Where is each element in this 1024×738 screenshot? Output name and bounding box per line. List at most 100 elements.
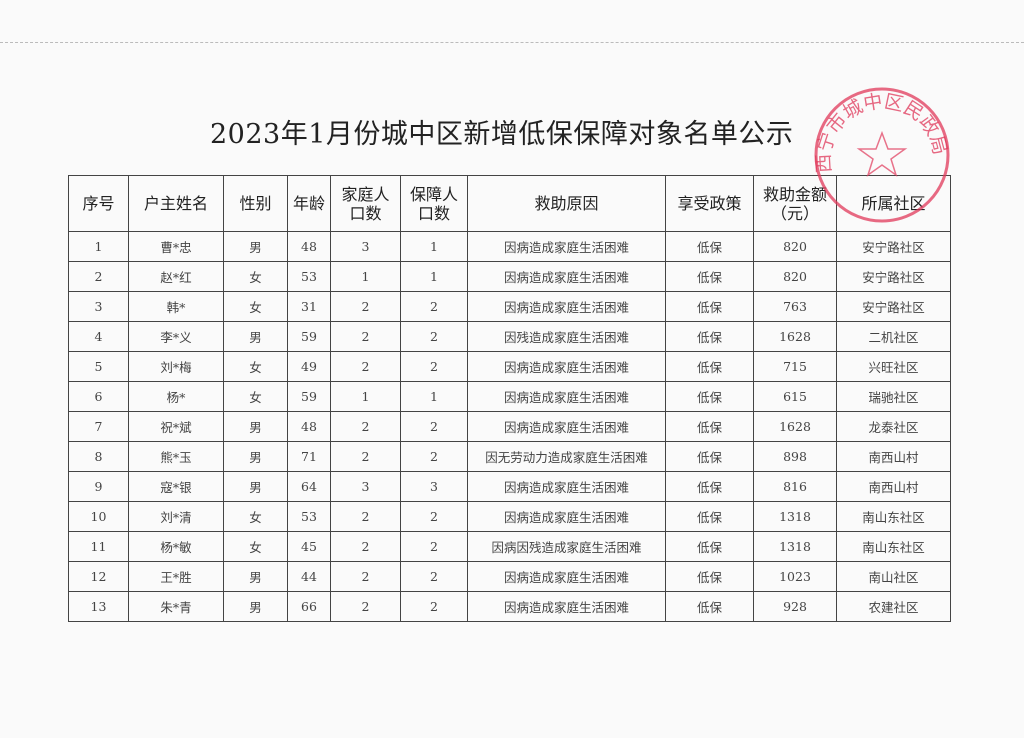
table-cell: 安宁路社区 <box>836 231 951 262</box>
table-cell: 8 <box>68 441 129 472</box>
table-cell: 1 <box>330 261 401 292</box>
table-cell: 2 <box>330 501 401 532</box>
table-cell: 刘*清 <box>128 501 224 532</box>
table-row: 11 杨*敏女 45 2 2 因病因残造成家庭生活困难 低保 1318 南山东社区 <box>68 531 951 562</box>
table-cell: 男 <box>223 441 288 472</box>
table-cell: 因病造成家庭生活困难 <box>467 291 666 322</box>
table-cell: 820 <box>753 261 837 292</box>
table-cell: 59 <box>287 321 331 352</box>
column-header: 年龄 <box>287 175 331 232</box>
table-cell: 因病造成家庭生活困难 <box>467 381 666 412</box>
table-cell: 女 <box>223 501 288 532</box>
table-cell: 女 <box>223 381 288 412</box>
table-header-row: 序号 户主姓名 性别 年龄 家庭人口数 保障人口数 救助原因 享受政策 救助金额（元） 所属社区 <box>68 175 951 232</box>
table-cell: 48 <box>287 411 331 442</box>
table-cell: 低保 <box>665 291 754 322</box>
column-header-label: 所属社区 <box>861 194 926 213</box>
table-cell: 南西山村 <box>836 471 951 502</box>
table-cell: 低保 <box>665 231 754 262</box>
table-cell: 南山东社区 <box>836 531 951 562</box>
table-cell: 2 <box>400 351 468 382</box>
table-cell: 6 <box>68 381 129 412</box>
table-cell: 因病造成家庭生活困难 <box>467 411 666 442</box>
table-cell: 898 <box>753 441 837 472</box>
table-cell: 南山东社区 <box>836 501 951 532</box>
table-cell: 男 <box>223 561 288 592</box>
table-cell: 因病造成家庭生活困难 <box>467 351 666 382</box>
table-row: 10 刘*清女 53 2 2 因病造成家庭生活困难 低保 1318 南山东社区 <box>68 501 951 532</box>
table-cell: 10 <box>68 501 129 532</box>
table-cell: 66 <box>287 591 331 622</box>
table-cell: 低保 <box>665 561 754 592</box>
table-cell: 3 <box>330 471 401 502</box>
table-cell: 低保 <box>665 321 754 352</box>
table-cell: 女 <box>223 351 288 382</box>
table-cell: 49 <box>287 351 331 382</box>
scan-edge-line <box>0 42 1024 44</box>
table-cell: 因残造成家庭生活困难 <box>467 321 666 352</box>
table-cell: 2 <box>400 411 468 442</box>
table-cell: 3 <box>330 231 401 262</box>
column-header-label: 性别 <box>239 194 272 213</box>
table-row: 12 王*胜男 44 2 2 因病造成家庭生活困难 低保 1023 南山社区 <box>68 561 951 592</box>
table-cell: 59 <box>287 381 331 412</box>
table-cell: 低保 <box>665 441 754 472</box>
column-header: 序号 <box>68 175 129 232</box>
table-cell: 寇*银 <box>128 471 224 502</box>
table-cell: 因病造成家庭生活困难 <box>467 231 666 262</box>
table-cell: 杨*敏 <box>128 531 224 562</box>
table-cell: 低保 <box>665 501 754 532</box>
table-cell: 64 <box>287 471 331 502</box>
table-cell: 女 <box>223 261 288 292</box>
column-header: 保障人口数 <box>400 175 468 232</box>
table-cell: 763 <box>753 291 837 322</box>
table-cell: 53 <box>287 501 331 532</box>
table-cell: 南山社区 <box>836 561 951 592</box>
table-cell: 31 <box>287 291 331 322</box>
column-header-label: 序号 <box>82 194 115 213</box>
table-cell: 71 <box>287 441 331 472</box>
table-cell: 安宁路社区 <box>836 291 951 322</box>
table-cell: 1 <box>68 231 129 262</box>
table-cell: 瑞驰社区 <box>836 381 951 412</box>
table-cell: 因病造成家庭生活困难 <box>467 261 666 292</box>
table-cell: 2 <box>330 561 401 592</box>
table-row: 2 赵*红女 53 1 1 因病造成家庭生活困难 低保 820 安宁路社区 <box>68 261 951 292</box>
table-cell: 3 <box>400 471 468 502</box>
table-cell: 低保 <box>665 411 754 442</box>
table-cell: 祝*斌 <box>128 411 224 442</box>
table-cell: 2 <box>400 291 468 322</box>
column-header: 救助原因 <box>467 175 666 232</box>
table-cell: 2 <box>400 561 468 592</box>
table-cell: 2 <box>330 591 401 622</box>
table-cell: 615 <box>753 381 837 412</box>
table-cell: 2 <box>330 531 401 562</box>
table-cell: 45 <box>287 531 331 562</box>
table-cell: 5 <box>68 351 129 382</box>
table-cell: 男 <box>223 321 288 352</box>
column-header: 家庭人口数 <box>330 175 401 232</box>
star-icon <box>856 130 908 177</box>
table-cell: 刘*梅 <box>128 351 224 382</box>
table-cell: 因病造成家庭生活困难 <box>467 471 666 502</box>
table-cell: 低保 <box>665 471 754 502</box>
column-header-label: 救助原因 <box>534 194 599 213</box>
table-cell: 安宁路社区 <box>836 261 951 292</box>
column-header-label: 年龄 <box>292 194 325 213</box>
column-header: 享受政策 <box>665 175 754 232</box>
official-seal: 西宁市城中区民政局 <box>813 87 951 223</box>
table-cell: 1 <box>400 261 468 292</box>
table-row: 13 朱*青男 66 2 2 因病造成家庭生活困难 低保 928 农建社区 <box>68 591 951 622</box>
table-cell: 熊*玉 <box>128 441 224 472</box>
table-row: 8 熊*玉男 71 2 2 因无劳动力造成家庭生活困难 低保 898 南西山村 <box>68 441 951 472</box>
table-row: 9 寇*银男 64 3 3 因病造成家庭生活困难 低保 816 南西山村 <box>68 471 951 502</box>
table-row: 5 刘*梅女 49 2 2 因病造成家庭生活困难 低保 715 兴旺社区 <box>68 351 951 382</box>
table-cell: 女 <box>223 291 288 322</box>
table-cell: 杨* <box>128 381 224 412</box>
table-cell: 男 <box>223 411 288 442</box>
table-cell: 因病因残造成家庭生活困难 <box>467 531 666 562</box>
table-cell: 男 <box>223 591 288 622</box>
table-cell: 低保 <box>665 261 754 292</box>
table-cell: 王*胜 <box>128 561 224 592</box>
